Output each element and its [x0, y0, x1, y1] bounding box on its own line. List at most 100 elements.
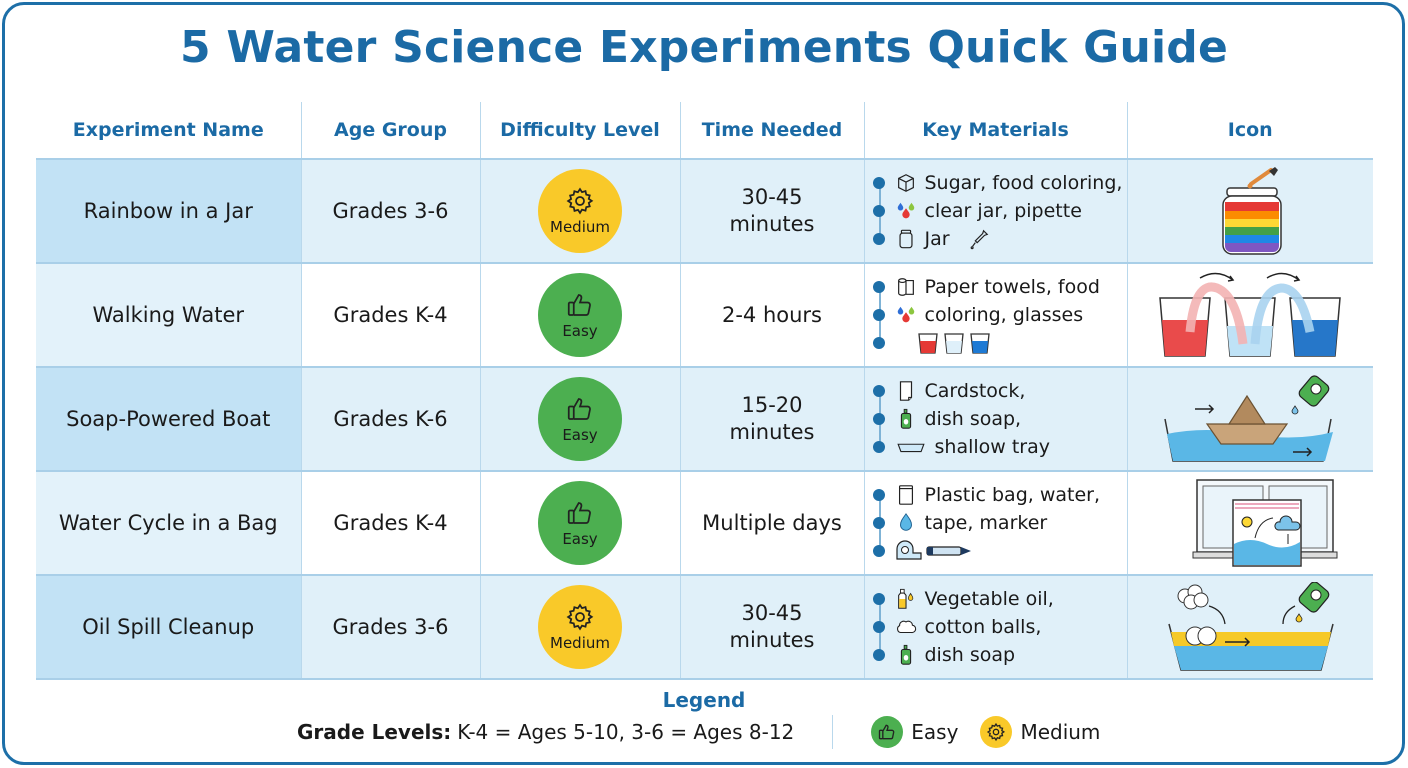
time-line2: minutes — [729, 628, 815, 652]
experiment-name: Water Cycle in a Bag — [36, 471, 301, 576]
time-line1: Multiple days — [702, 510, 842, 535]
soap-bottle-icon — [895, 644, 917, 666]
difficulty-badge-easy: Easy — [538, 481, 622, 565]
header-time-needed: Time Needed — [679, 102, 864, 160]
thumbs-up-icon — [567, 294, 591, 316]
color-drops-icon — [895, 304, 917, 326]
header-icon: Icon — [1126, 102, 1373, 160]
rainbow-jar-illustration — [1126, 159, 1373, 264]
materials-list: Vegetable oil, cotton balls, dish soap — [865, 585, 1127, 669]
header-difficulty-level: Difficulty Level — [479, 102, 680, 160]
material-item: clear jar, pipette — [872, 197, 1127, 225]
page-title: 5 Water Science Experiments Quick Guide — [180, 22, 1228, 73]
legend-item-medium: Medium — [980, 716, 1100, 748]
material-item: cotton balls, — [872, 613, 1127, 641]
time-line2: minutes — [729, 420, 815, 444]
material-item: Vegetable oil, — [872, 585, 1127, 613]
oil-spill-tub-illustration — [1126, 575, 1373, 680]
sugar-cube-icon — [895, 172, 917, 194]
tape-marker-icon — [895, 539, 975, 563]
table-row: Walking Water Grades K-4 Easy 2-4 hours … — [36, 263, 1373, 368]
difficulty-badge-medium: Medium — [538, 585, 622, 669]
table-row: Rainbow in a Jar Grades 3-6 Medium 30-45… — [36, 159, 1373, 264]
difficulty-label: Medium — [550, 634, 610, 652]
materials-list: Paper towels, food coloring, glasses — [865, 273, 1127, 357]
window-bag-illustration — [1126, 471, 1373, 576]
time-needed: 30-45 minutes — [679, 159, 864, 264]
age-group: Grades K-4 — [300, 471, 480, 576]
gear-icon — [980, 716, 1013, 748]
material-item: dish soap — [872, 641, 1127, 669]
difficulty-badge-medium: Medium — [538, 169, 622, 253]
time-needed: Multiple days — [679, 471, 864, 576]
difficulty-cell: Medium — [479, 159, 680, 264]
glasses-icon — [915, 331, 995, 355]
experiment-name: Walking Water — [36, 263, 301, 368]
tray-icon — [895, 436, 927, 458]
legend-title: Legend — [662, 688, 746, 712]
table-row: Water Cycle in a Bag Grades K-4 Easy Mul… — [36, 471, 1373, 576]
thumbs-up-icon — [567, 398, 591, 420]
difficulty-cell: Easy — [479, 263, 680, 368]
thumbs-up-icon — [871, 716, 904, 748]
experiment-name: Rainbow in a Jar — [36, 159, 301, 264]
difficulty-cell: Medium — [479, 575, 680, 680]
material-item: Cardstock, — [872, 377, 1127, 405]
time-line1: 15-20 — [741, 393, 803, 417]
experiment-name: Oil Spill Cleanup — [36, 575, 301, 680]
materials-cell: Plastic bag, water, tape, marker — [863, 471, 1127, 576]
age-group: Grades 3-6 — [300, 159, 480, 264]
materials-cell: Vegetable oil, cotton balls, dish soap — [863, 575, 1127, 680]
difficulty-cell: Easy — [479, 367, 680, 472]
legend-item-easy: Easy — [871, 716, 958, 748]
walking-water-glasses-illustration — [1126, 263, 1373, 368]
color-drops-icon — [895, 200, 917, 222]
material-item: Sugar, food coloring, — [872, 169, 1127, 197]
difficulty-cell: Easy — [479, 471, 680, 576]
grade-levels-label: Grade Levels: — [297, 720, 452, 744]
material-item: tape, marker — [872, 509, 1127, 537]
time-needed: 2-4 hours — [679, 263, 864, 368]
age-group: Grades 3-6 — [300, 575, 480, 680]
cardstock-icon — [895, 380, 917, 402]
grade-levels-text: K-4 = Ages 5-10, 3-6 = Ages 8-12 — [457, 720, 795, 744]
experiment-name: Soap-Powered Boat — [36, 367, 301, 472]
age-group: Grades K-4 — [300, 263, 480, 368]
difficulty-badge-easy: Easy — [538, 377, 622, 461]
material-item: Plastic bag, water, — [872, 481, 1127, 509]
materials-cell: Paper towels, food coloring, glasses — [863, 263, 1127, 368]
paper-boat-illustration — [1126, 367, 1373, 472]
time-needed: 30-45 minutes — [679, 575, 864, 680]
table-row: Oil Spill Cleanup Grades 3-6 Medium 30-4… — [36, 575, 1373, 680]
difficulty-label: Easy — [562, 530, 598, 548]
gear-icon — [566, 187, 594, 215]
time-line1: 30-45 — [741, 601, 803, 625]
materials-list: Sugar, food coloring, clear jar, pipette… — [865, 169, 1127, 253]
table-row: Soap-Powered Boat Grades K-6 Easy 15-20 m… — [36, 367, 1373, 472]
header-key-materials: Key Materials — [863, 102, 1127, 160]
paper-towel-icon — [895, 276, 917, 298]
material-item: shallow tray — [872, 433, 1127, 461]
table-header-row: Experiment Name Age Group Difficulty Lev… — [36, 102, 1373, 160]
material-item — [872, 329, 1127, 357]
time-line2: minutes — [729, 212, 815, 236]
materials-list: Plastic bag, water, tape, marker — [865, 481, 1127, 565]
time-line1: 30-45 — [741, 185, 803, 209]
material-item: dish soap, — [872, 405, 1127, 433]
difficulty-badge-easy: Easy — [538, 273, 622, 357]
time-needed: 15-20 minutes — [679, 367, 864, 472]
materials-list: Cardstock, dish soap, shallow tray — [865, 377, 1127, 461]
gear-icon — [566, 603, 594, 631]
experiments-table: Experiment Name Age Group Difficulty Lev… — [36, 102, 1373, 680]
age-group: Grades K-6 — [300, 367, 480, 472]
materials-cell: Sugar, food coloring, clear jar, pipette… — [863, 159, 1127, 264]
difficulty-label: Easy — [562, 322, 598, 340]
time-line1: 2-4 hours — [721, 302, 823, 327]
plastic-bag-icon — [895, 484, 917, 506]
difficulty-label: Medium — [550, 218, 610, 236]
cotton-ball-icon — [895, 616, 917, 638]
legend: Grade Levels: K-4 = Ages 5-10, 3-6 = Age… — [297, 715, 1122, 749]
header-age-group: Age Group — [300, 102, 480, 160]
oil-bottle-icon — [895, 588, 917, 610]
material-item: Jar — [872, 225, 1127, 253]
